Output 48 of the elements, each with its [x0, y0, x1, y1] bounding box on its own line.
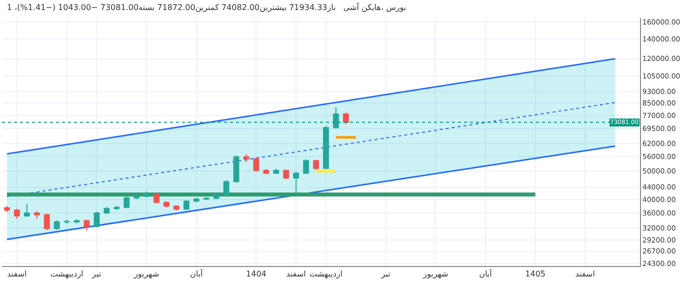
candlestick [24, 204, 30, 218]
candlestick [134, 194, 140, 200]
candlestick [124, 196, 130, 209]
candlestick [303, 158, 309, 174]
candlestick [34, 210, 40, 219]
candlestick [333, 106, 339, 130]
candlestick [44, 213, 50, 231]
x-tick-label: شهریور [133, 270, 160, 279]
x-tick-label: آبان [479, 268, 493, 279]
candlestick [193, 197, 200, 203]
x-tick-label: اردیبهشت [309, 270, 342, 279]
candlestick [154, 192, 160, 204]
candlestick [233, 154, 240, 183]
candlestick [4, 206, 10, 212]
x-tick-label: اسفند [286, 270, 306, 279]
candlestick [313, 159, 319, 170]
candlestick [323, 126, 329, 170]
candlestick [283, 169, 290, 180]
x-tick-label: اسفند [575, 270, 595, 279]
x-tick-label: 1404 [246, 270, 266, 279]
x-tick-label: آبان [190, 268, 204, 279]
candlestick [144, 191, 150, 198]
x-tick-label: تیر [380, 270, 390, 279]
x-tick-label: اسفند [7, 270, 27, 279]
candlestick [114, 205, 120, 210]
candlestick [263, 168, 270, 175]
candlestick [203, 196, 210, 200]
candlestick [174, 204, 180, 212]
candlestick [164, 200, 170, 208]
candlestick [94, 211, 100, 228]
candlestick [74, 218, 80, 224]
candlestick [243, 154, 250, 163]
candlestick [223, 180, 230, 196]
candlestick [14, 208, 20, 219]
candlestick [273, 168, 280, 175]
candlestick [84, 219, 90, 232]
candlestick [253, 158, 260, 172]
candlestick [104, 206, 110, 214]
candlestick [183, 200, 190, 210]
candlestick [54, 220, 60, 230]
candlestick [293, 171, 300, 194]
x-tick-label: 1405 [525, 270, 546, 279]
candlestick [64, 219, 70, 224]
x-tick-label: تیر [91, 270, 102, 279]
x-tick-label: شهریور [422, 270, 448, 279]
candlestick [342, 112, 349, 125]
chart-title: 1 ،بورس ،هایکن آشی باز71934.33 بیشترین74082.00 کمترین71872.00 بسته73081.00 −1043.00 (−1.41%) [6, 2, 406, 12]
x-tick-label: اردیبهشت [50, 270, 84, 279]
